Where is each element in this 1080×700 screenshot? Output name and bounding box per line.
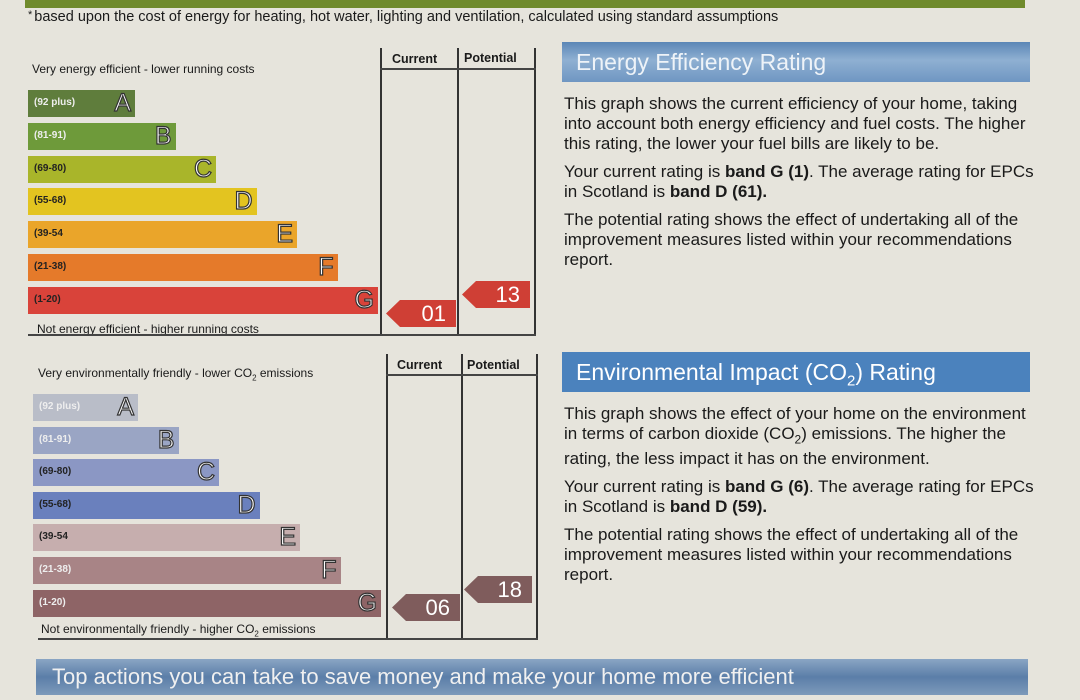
band-range: (92 plus) <box>34 97 76 108</box>
band-letter: F <box>318 252 335 281</box>
energy-rating-description: This graph shows the current efficiency … <box>564 94 1034 269</box>
column-current: Current <box>397 358 443 372</box>
band-b: (81-91) B <box>28 121 176 150</box>
co2-rating-description: This graph shows the effect of your home… <box>564 404 1034 585</box>
band-range: (69-80) <box>39 466 72 478</box>
band-range: (39-54 <box>39 531 68 543</box>
band-a: (92 plus) A <box>28 88 135 118</box>
band-c: (69-80) C <box>33 458 219 487</box>
band-letter: B <box>157 425 175 454</box>
potential-rating-arrow: 18 <box>464 576 532 603</box>
band-range: (39-54 <box>34 228 63 240</box>
band-letter: F <box>321 555 338 584</box>
band-letter: G <box>354 285 375 314</box>
band-letter: B <box>154 121 172 150</box>
band-range: (55-68) <box>34 195 67 207</box>
band-letter: A <box>117 392 135 421</box>
band-range: (92 plus) <box>39 401 81 412</box>
band-g: (1-20) G <box>33 588 381 617</box>
band-letter: C <box>196 458 215 487</box>
column-potential: Potential <box>467 358 520 372</box>
band-letter: A <box>114 88 132 117</box>
band-f: (21-38) F <box>33 555 341 585</box>
chart-bottom-label: Not energy efficient - higher running co… <box>37 322 259 336</box>
band-range: (21-38) <box>34 261 67 272</box>
top-actions-banner: Top actions you can take to save money a… <box>36 659 1028 695</box>
band-range: (1-20) <box>39 596 66 608</box>
band-b: (81-91) B <box>33 425 179 454</box>
column-current: Current <box>392 52 438 66</box>
band-range: (81-91) <box>34 129 67 141</box>
co2-rating-heading: Environmental Impact (CO2) Rating <box>562 352 1030 392</box>
top-banner-strip <box>25 0 1025 8</box>
band-g: (1-20) G <box>28 285 378 314</box>
band-e: (39-54 E <box>28 220 297 249</box>
chart-top-label: Very energy efficient - lower running co… <box>32 62 255 76</box>
band-a: (92 plus) A <box>33 392 138 422</box>
footnote: * based upon the cost of energy for heati… <box>28 9 779 25</box>
band-letter: E <box>276 220 294 249</box>
band-letter: D <box>237 490 256 519</box>
band-letter: G <box>357 588 378 617</box>
band-d: (55-68) D <box>33 490 260 519</box>
co2-impact-chart: Very environmentally friendly - lower CO… <box>28 354 538 642</box>
band-letter: E <box>279 523 297 552</box>
band-letter: C <box>193 154 212 183</box>
chart-bottom-label: Not environmentally friendly - higher CO… <box>41 622 316 639</box>
band-f: (21-38) F <box>28 252 338 282</box>
current-rating-arrow: 01 <box>386 300 456 327</box>
current-rating-arrow: 06 <box>392 594 460 621</box>
chart-top-label: Very environmentally friendly - lower CO… <box>38 366 314 383</box>
band-e: (39-54 E <box>33 523 300 552</box>
energy-efficiency-chart: Very energy efficient - lower running co… <box>28 48 538 338</box>
band-c: (69-80) C <box>28 154 216 183</box>
potential-rating-arrow: 13 <box>462 281 530 308</box>
column-potential: Potential <box>464 51 517 65</box>
band-range: (81-91) <box>39 433 72 445</box>
band-range: (21-38) <box>39 564 72 575</box>
band-range: (1-20) <box>34 293 61 305</box>
band-letter: D <box>234 187 253 216</box>
band-d: (55-68) D <box>28 187 257 216</box>
energy-rating-heading: Energy Efficiency Rating <box>562 42 1030 82</box>
band-range: (55-68) <box>39 498 72 510</box>
band-range: (69-80) <box>34 162 67 174</box>
